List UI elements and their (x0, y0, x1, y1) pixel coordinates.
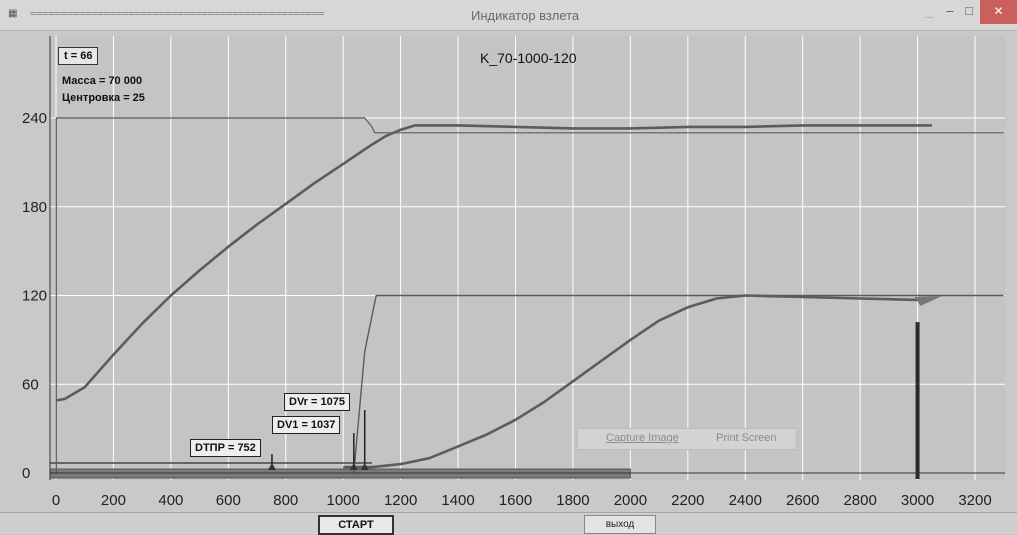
dvr-marker-label: DVr = 1075 (284, 393, 350, 411)
maximize-icon[interactable]: □ (965, 3, 973, 18)
end-flag (914, 296, 942, 306)
dv1-marker-label: DV1 = 1037 (272, 416, 341, 434)
plot-area: 0 200 400 600 800 1000 1200 1400 1600 1800 2000 220… (0, 30, 1017, 515)
x-tick-label: 1600 (499, 492, 532, 509)
title-dashes: ========================================… (30, 7, 324, 20)
annotation-marker (349, 463, 358, 470)
x-tick-label: 0 (52, 492, 60, 509)
plot-background (50, 36, 1005, 480)
y-tick-label: 120 (22, 288, 47, 305)
x-tick-label: 2200 (671, 492, 704, 509)
title-bar: ▦ ======================================… (0, 0, 1017, 31)
start-button[interactable]: СТАРТ (318, 515, 394, 535)
x-tick-label: 200 (101, 492, 126, 509)
x-tick-label: 2400 (729, 492, 762, 509)
app-icon[interactable]: ▦ (8, 8, 18, 19)
center-label: Центровка = 25 (62, 92, 145, 104)
y-tick-label: 240 (22, 110, 47, 127)
x-tick-label: 1800 (556, 492, 589, 509)
chart-title: K_70-1000-120 (480, 50, 577, 66)
capture-image-button[interactable]: Capture Image (606, 432, 679, 444)
window-title: Индикатор взлета (470, 8, 581, 23)
y-tick-label: 0 (22, 465, 30, 482)
x-tick-label: 2800 (843, 492, 876, 509)
y-tick-label: 60 (22, 376, 39, 393)
close-icon[interactable]: ✕ (980, 0, 1017, 24)
title-ellipsis: ... (925, 10, 934, 21)
annotation-marker (360, 463, 369, 470)
y-tick-label: 180 (22, 199, 47, 216)
x-tick-label: 1400 (441, 492, 474, 509)
x-tick-label: 3000 (901, 492, 934, 509)
x-tick-label: 2000 (614, 492, 647, 509)
annotation-marker (267, 463, 276, 470)
x-tick-label: 600 (216, 492, 241, 509)
capture-panel: Capture Image Print Screen (577, 428, 797, 450)
series-line-2 (55, 117, 1004, 474)
x-tick-label: 800 (273, 492, 298, 509)
x-tick-label: 2600 (786, 492, 819, 509)
series-line-4 (353, 294, 1004, 474)
dtpr-marker-label: DTПР = 752 (190, 439, 261, 457)
minimize-icon[interactable]: – (946, 3, 954, 18)
time-display: t = 66 (58, 47, 99, 65)
x-tick-label: 1200 (384, 492, 417, 509)
x-tick-label: 3200 (958, 492, 991, 509)
mass-label: Масса = 70 000 (62, 75, 143, 87)
x-tick-label: 1000 (327, 492, 360, 509)
takeoff-chart: 0 200 400 600 800 1000 1200 1400 1600 1800 2000 220… (22, 36, 1005, 509)
exit-button[interactable]: выход (584, 515, 656, 534)
series-line-1 (55, 124, 932, 402)
vertical-marker (915, 322, 920, 479)
bottom-bar: СТАРТ выход (0, 512, 1017, 535)
x-tick-label: 400 (158, 492, 183, 509)
print-screen-button[interactable]: Print Screen (716, 432, 777, 444)
